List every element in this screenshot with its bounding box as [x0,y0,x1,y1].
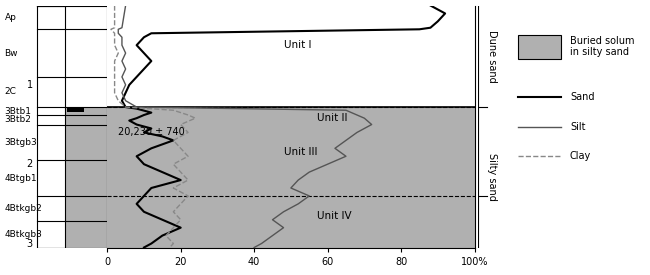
Text: Unit II: Unit II [317,113,347,123]
Text: Unit III: Unit III [283,147,317,157]
Text: Dune sand: Dune sand [488,30,497,83]
Bar [107,107,474,248]
Text: 1: 1 [27,80,33,90]
Text: 20,230 ± 740: 20,230 ± 740 [118,127,185,138]
Text: Unit I: Unit I [283,40,311,50]
Text: 3Btb1: 3Btb1 [5,106,31,115]
Text: 4Btgb1: 4Btgb1 [5,174,37,183]
Text: 2: 2 [27,159,33,169]
Text: 2C: 2C [5,87,16,97]
Text: 3Btb2: 3Btb2 [5,115,31,124]
Text: Silt: Silt [570,122,586,131]
Bar [65,6,107,107]
Text: Unit IV: Unit IV [317,211,351,221]
Text: 4Btkgb2: 4Btkgb2 [5,204,42,213]
Text: 3Btgb3: 3Btgb3 [5,138,37,147]
Text: Silty sand: Silty sand [488,153,497,201]
Text: Buried solum
in silty sand: Buried solum in silty sand [570,36,634,57]
Bar [67,107,84,112]
Text: 3: 3 [27,238,33,249]
Text: Sand: Sand [570,92,594,103]
Text: 4Btkgb3: 4Btkgb3 [5,230,42,239]
Bar [65,107,107,248]
Bar [519,35,562,59]
Text: Clay: Clay [570,150,591,161]
Text: Ap: Ap [5,13,16,22]
Text: Bw: Bw [5,49,18,57]
